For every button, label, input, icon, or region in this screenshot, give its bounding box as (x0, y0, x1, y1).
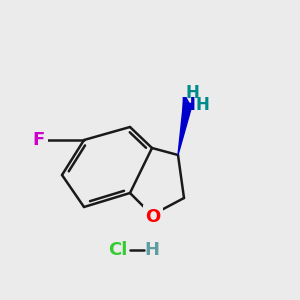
Text: N: N (181, 96, 196, 114)
Text: H: H (185, 84, 199, 102)
Text: H: H (145, 241, 160, 259)
Text: H: H (195, 96, 209, 114)
Text: O: O (146, 208, 160, 226)
Text: Cl: Cl (108, 241, 128, 259)
Polygon shape (178, 102, 192, 155)
Text: F: F (33, 131, 45, 149)
